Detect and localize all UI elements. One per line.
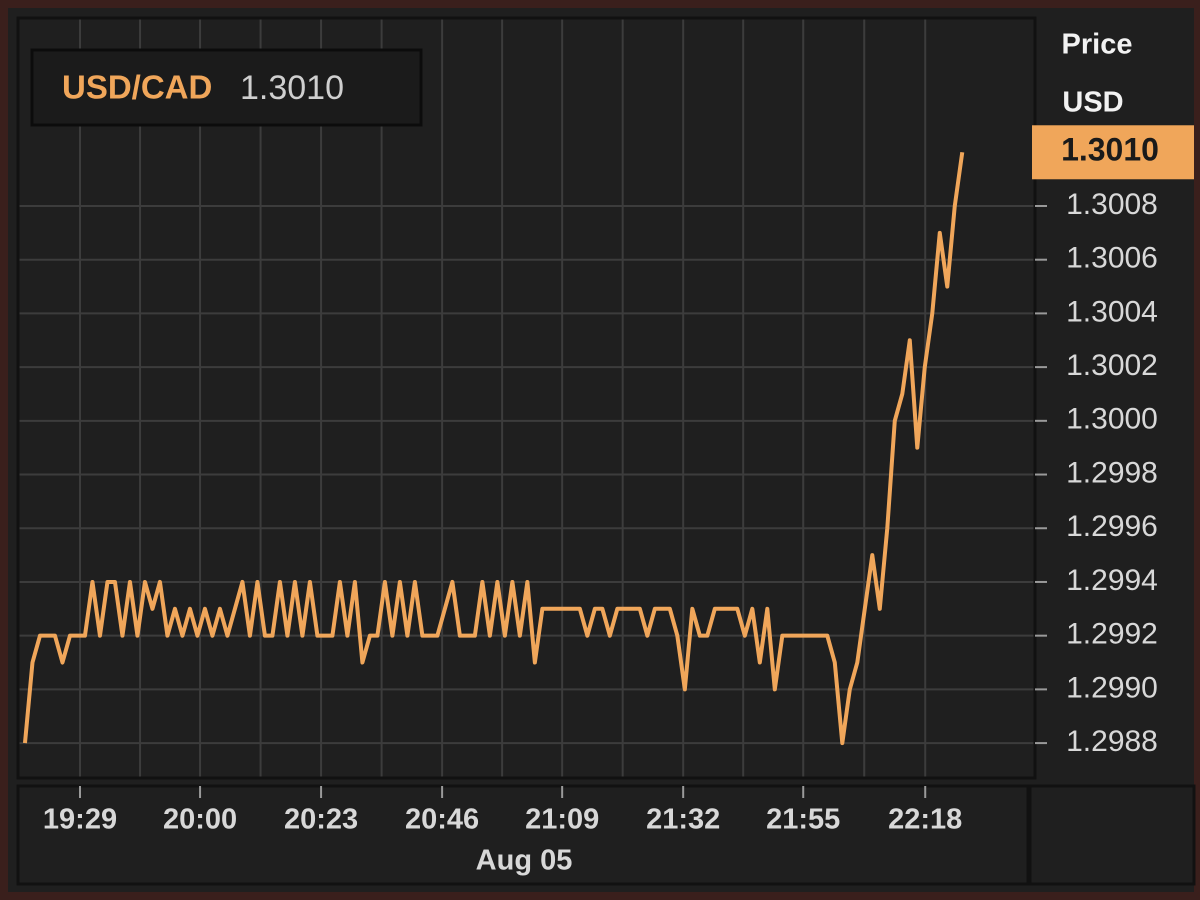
last-price-label: 1.3010 (1061, 132, 1159, 168)
y-tick-label: 1.3000 (1066, 403, 1158, 436)
x-tick-label: 22:18 (888, 804, 962, 836)
corner-panel (1028, 784, 1196, 886)
y-axis-unit: USD (1062, 87, 1123, 119)
grid (18, 18, 1035, 778)
y-tick-label: 1.3004 (1066, 295, 1158, 328)
legend-value: 1.3010 (240, 69, 344, 107)
y-tick-label: 1.3002 (1066, 349, 1158, 382)
chart-background (8, 8, 1194, 892)
y-tick-label: 1.2996 (1066, 510, 1158, 543)
y-tick-label: 1.3008 (1066, 188, 1158, 221)
price-line (22, 152, 965, 746)
x-tick-label: 20:46 (405, 804, 479, 836)
y-tick-label: 1.2992 (1066, 618, 1158, 651)
x-tick-label: 21:32 (646, 804, 720, 836)
y-tick-label: 1.2998 (1066, 456, 1158, 489)
x-axis-panel (16, 784, 1030, 886)
x-axis-date: Aug 05 (476, 845, 573, 877)
legend-box (30, 48, 423, 127)
x-tick-label: 20:00 (163, 804, 237, 836)
y-tick-label: 1.2994 (1066, 564, 1158, 597)
x-tick-label: 21:55 (766, 804, 840, 836)
x-tick-label: 19:29 (43, 804, 117, 836)
last-price-box (1032, 125, 1194, 180)
y-axis-title: Price (1062, 29, 1133, 61)
y-tick-label: 1.3006 (1066, 242, 1158, 275)
plot-frame (16, 16, 1037, 780)
x-tick-label: 21:09 (525, 804, 599, 836)
x-tick-label: 20:23 (284, 804, 358, 836)
y-tick-label: 1.2990 (1066, 671, 1158, 704)
legend-series-name: USD/CAD (62, 69, 212, 106)
y-tick-label: 1.2988 (1066, 725, 1158, 758)
